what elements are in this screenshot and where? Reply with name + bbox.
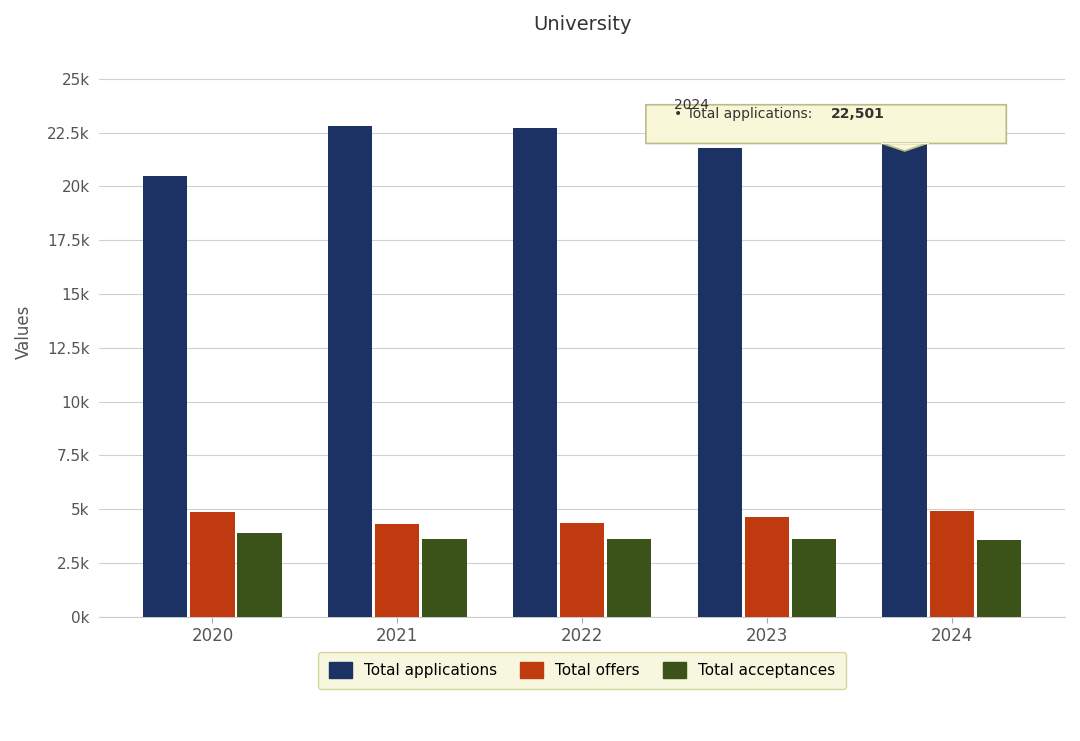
Bar bbox=[375, 524, 419, 617]
Legend: Total applications, Total offers, Total acceptances: Total applications, Total offers, Total … bbox=[319, 651, 846, 689]
Bar bbox=[328, 126, 373, 617]
Bar bbox=[930, 511, 974, 617]
Bar bbox=[745, 516, 789, 617]
Bar bbox=[882, 133, 927, 617]
Bar bbox=[422, 539, 467, 617]
Bar bbox=[238, 533, 282, 617]
Bar bbox=[698, 147, 742, 617]
Bar bbox=[559, 523, 605, 617]
Y-axis label: Values: Values bbox=[15, 305, 33, 359]
Bar bbox=[607, 539, 651, 617]
Bar bbox=[144, 176, 188, 617]
Bar bbox=[792, 539, 836, 617]
Bar bbox=[513, 128, 557, 617]
Title: University: University bbox=[532, 15, 632, 34]
FancyBboxPatch shape bbox=[646, 104, 1007, 144]
Text: 22,501: 22,501 bbox=[831, 107, 885, 121]
Text: 2024: 2024 bbox=[674, 98, 708, 112]
Bar bbox=[190, 512, 234, 617]
Bar bbox=[976, 540, 1021, 617]
Text: • Total applications:: • Total applications: bbox=[674, 107, 816, 121]
Polygon shape bbox=[882, 144, 927, 151]
